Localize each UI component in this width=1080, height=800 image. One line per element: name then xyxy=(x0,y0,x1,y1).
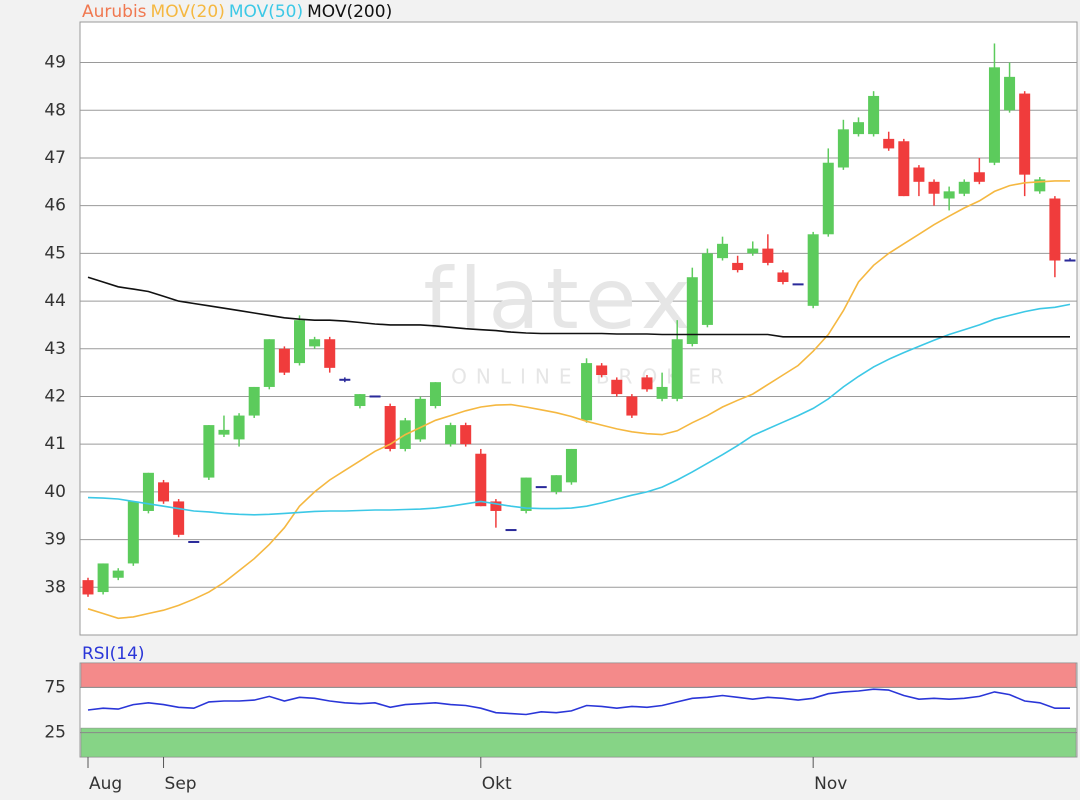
candle-body xyxy=(112,570,124,578)
y-tick-label: 75 xyxy=(44,677,66,697)
candle-body xyxy=(97,563,109,593)
candle-body xyxy=(928,181,940,194)
candle-body xyxy=(550,475,562,492)
y-tick-label: 25 xyxy=(44,723,66,743)
line xyxy=(87,276,1070,338)
y-tick-label: 45 xyxy=(44,243,66,263)
candle-body xyxy=(656,386,668,399)
candle-body xyxy=(233,415,245,440)
candle-body xyxy=(173,501,185,535)
y-tick-label: 48 xyxy=(44,100,66,120)
y-tick-label: 47 xyxy=(44,148,66,168)
candle-body xyxy=(671,339,683,399)
candle-body xyxy=(82,580,94,595)
legend-entry: MOV(20) xyxy=(151,2,225,22)
x-tick-label: Aug xyxy=(89,774,122,794)
candle-body xyxy=(822,162,834,235)
candle-body xyxy=(626,396,638,416)
x-tick-label: Okt xyxy=(482,774,512,794)
candle-body xyxy=(520,477,532,511)
x-tick-label: Nov xyxy=(814,774,847,794)
y-tick-label: 40 xyxy=(44,482,66,502)
line xyxy=(87,303,1071,516)
candle-body xyxy=(717,243,729,259)
line xyxy=(87,688,1070,716)
candle-body xyxy=(490,501,502,511)
candle-body xyxy=(1004,76,1016,111)
candle-body xyxy=(1019,93,1031,175)
candle-body xyxy=(913,167,925,182)
candle-body xyxy=(278,348,290,373)
candle-body xyxy=(248,386,260,416)
candle-body xyxy=(958,181,970,194)
candle-body xyxy=(339,378,351,381)
candle-body xyxy=(973,172,985,182)
candle-body xyxy=(777,272,789,282)
candle-body xyxy=(1034,179,1046,192)
candle-body xyxy=(701,253,713,325)
y-tick-label: 43 xyxy=(44,339,66,359)
candle-body xyxy=(883,138,895,149)
candle-body xyxy=(611,379,623,395)
candle-body xyxy=(263,339,275,387)
candle-body xyxy=(1049,198,1061,261)
legend-entry: MOV(50) xyxy=(229,2,303,22)
y-tick-label: 46 xyxy=(44,196,66,216)
candle-body xyxy=(762,248,774,263)
candle-body xyxy=(354,394,366,407)
candle-body xyxy=(868,95,880,135)
candle-body xyxy=(596,365,608,376)
candle-body xyxy=(505,529,517,532)
candle-body xyxy=(188,540,200,543)
candle-body xyxy=(384,406,396,449)
candle-body xyxy=(988,67,1000,163)
candle-body xyxy=(898,141,910,197)
legend-entry: Aurubis xyxy=(82,2,147,22)
candle-body xyxy=(127,501,139,564)
y-tick-label: 38 xyxy=(44,577,66,597)
candle-body xyxy=(641,377,653,390)
x-tick-label: Sep xyxy=(165,774,197,794)
candle-body xyxy=(535,486,547,489)
y-tick-label: 44 xyxy=(44,291,66,311)
y-tick-label: 49 xyxy=(44,53,66,73)
candle-body xyxy=(686,277,698,345)
candle-body xyxy=(414,398,426,440)
y-tick-label: 41 xyxy=(44,434,66,454)
legend-entry: MOV(200) xyxy=(307,2,392,22)
candle-body xyxy=(807,234,819,306)
candle-body xyxy=(792,283,804,286)
candle-body xyxy=(369,395,381,398)
candle-body xyxy=(309,339,321,347)
plot-area xyxy=(79,21,1078,636)
line xyxy=(87,180,1070,620)
candle-body xyxy=(203,425,215,478)
candle-body xyxy=(445,425,457,445)
candle-body xyxy=(565,448,577,483)
candle-body xyxy=(158,482,170,502)
candle-body xyxy=(747,248,759,254)
candle-body xyxy=(1064,259,1076,262)
candle-body xyxy=(732,262,744,271)
candle-body xyxy=(581,363,593,421)
candle-body xyxy=(475,453,487,507)
candle-body xyxy=(852,122,864,135)
candle-body xyxy=(294,320,306,364)
candle-body xyxy=(460,425,472,445)
candle-body xyxy=(837,129,849,168)
y-tick-label: 39 xyxy=(44,530,66,550)
candle-body xyxy=(943,191,955,199)
watermark: flatex xyxy=(423,250,696,348)
candle-body xyxy=(324,339,336,368)
candle-body xyxy=(429,382,441,407)
rsi-label: RSI(14) xyxy=(82,644,145,664)
rsi-band xyxy=(80,662,1077,688)
candle-body xyxy=(142,472,154,511)
y-tick-label: 42 xyxy=(44,386,66,406)
candle-body xyxy=(218,429,230,435)
